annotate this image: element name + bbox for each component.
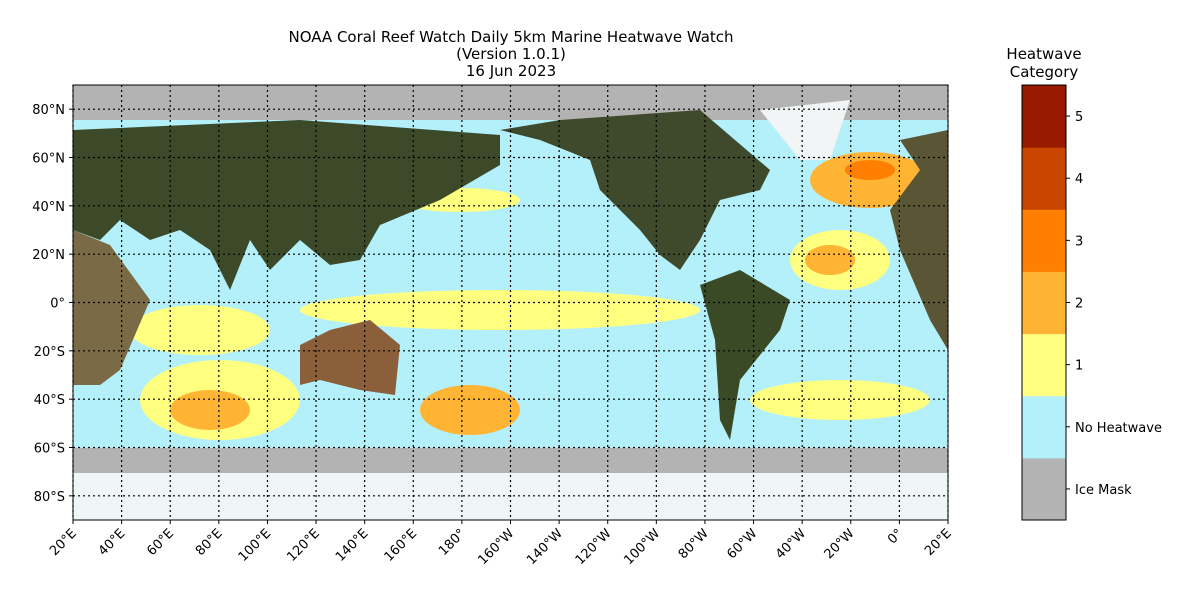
chart-subtitle: (Version 1.0.1) [456, 45, 566, 63]
x-tick-label: 0° [885, 526, 906, 547]
map-frame [72, 84, 949, 521]
y-tick-label: 40°N [32, 200, 65, 215]
x-tick-label: 40°W [773, 526, 809, 562]
chart-title: NOAA Coral Reef Watch Daily 5km Marine H… [288, 28, 733, 46]
colorbar-label: 3 [1075, 234, 1083, 249]
colorbar-bin [1022, 457, 1066, 521]
x-tick-label: 140°E [333, 526, 372, 565]
colorbar-frame [1021, 84, 1067, 521]
colorbar-title: Category [1010, 63, 1079, 81]
colorbar-label: 2 [1075, 297, 1083, 312]
colorbar-bin [1022, 85, 1066, 148]
x-tick-label: 20°W [822, 526, 858, 562]
x-tick-label: 160°W [475, 526, 517, 568]
x-tick-label: 20°E [47, 526, 80, 559]
x-tick-label: 120°E [284, 526, 323, 565]
y-tick-label: 60°N [32, 152, 65, 167]
y-tick-label: 20°N [32, 248, 65, 263]
y-tick-label: 0° [50, 297, 65, 312]
x-tick-label: 120°W [573, 526, 615, 568]
x-tick-label: 20°E [922, 526, 955, 559]
x-tick-label: 180° [436, 526, 469, 559]
x-tick-label: 60°W [724, 526, 760, 562]
x-tick-label: 100°E [236, 526, 275, 565]
x-tick-label: 60°E [144, 526, 177, 559]
colorbar-label: 4 [1075, 172, 1083, 187]
colorbar-label: 5 [1075, 110, 1083, 125]
x-tick-label: 80°E [193, 526, 226, 559]
colorbar-label: No Heatwave [1075, 421, 1162, 436]
y-tick-label: 20°S [34, 345, 65, 360]
y-tick-label: 80°N [32, 103, 65, 118]
colorbar-bin [1022, 395, 1066, 459]
colorbar-label: 1 [1075, 359, 1083, 374]
chart-date: 16 Jun 2023 [466, 62, 556, 80]
x-tick-label: 40°E [96, 526, 129, 559]
colorbar-label: Ice Mask [1075, 483, 1132, 498]
y-tick-label: 40°S [34, 393, 65, 408]
colorbar-bin [1022, 147, 1066, 210]
colorbar-title: Heatwave [1006, 45, 1081, 63]
y-tick-label: 80°S [34, 490, 65, 505]
x-tick-label: 140°W [524, 526, 566, 568]
x-tick-label: 80°W [676, 526, 712, 562]
x-tick-label: 100°W [621, 526, 663, 568]
colorbar-bin [1022, 271, 1066, 335]
y-tick-label: 60°S [34, 442, 65, 457]
colorbar-bin [1022, 333, 1066, 397]
colorbar-bin [1022, 209, 1066, 272]
x-tick-label: 160°E [382, 526, 421, 565]
